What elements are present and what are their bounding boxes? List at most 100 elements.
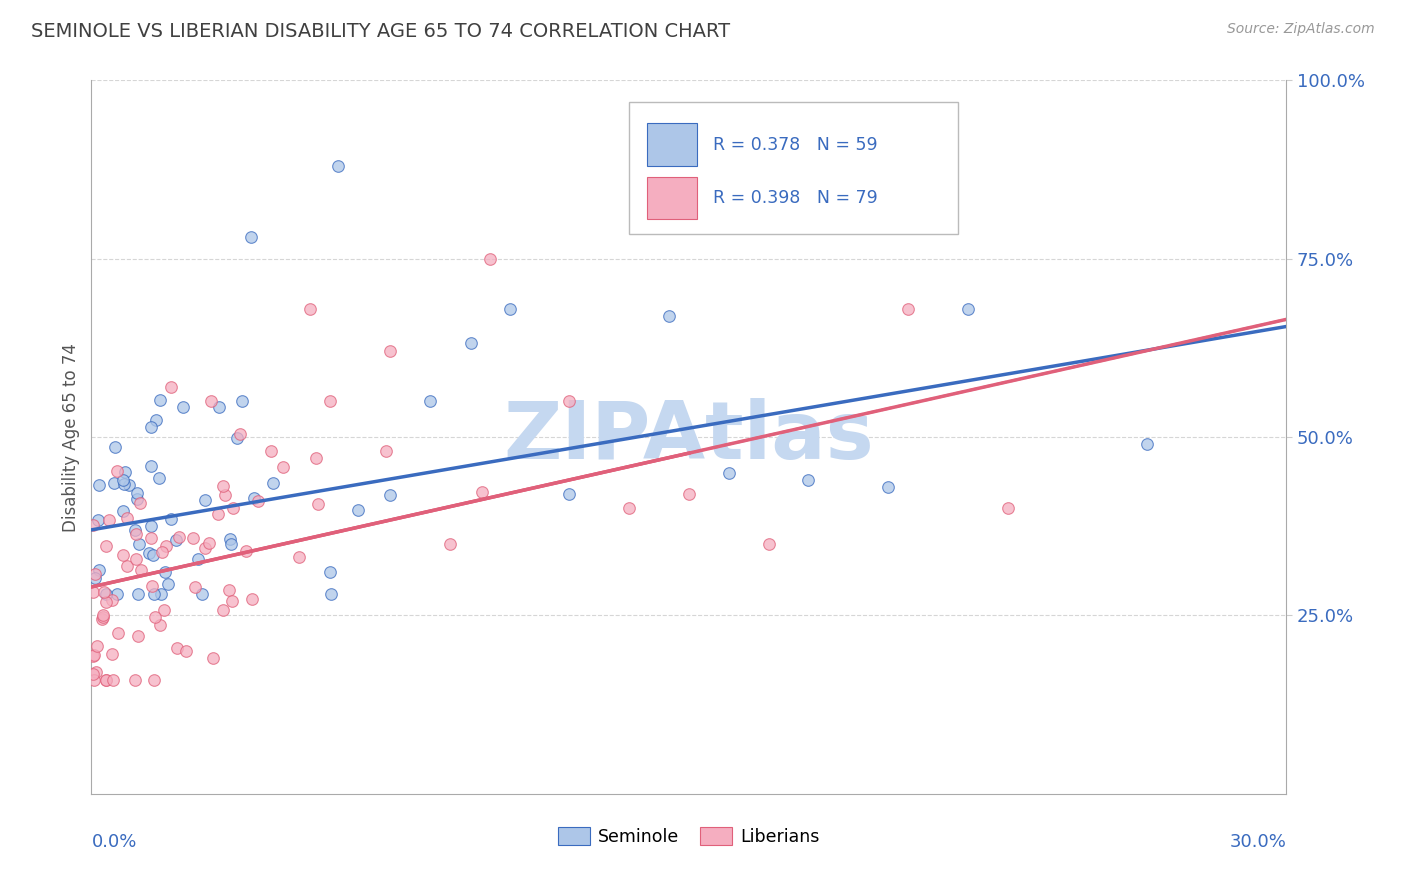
Point	[91, 610, 114, 624]
Point	[239, 230, 262, 244]
Point	[307, 497, 329, 511]
Point	[229, 427, 252, 442]
Point	[112, 548, 135, 562]
Point	[378, 488, 401, 502]
Point	[218, 582, 240, 597]
Point	[176, 644, 198, 658]
Point	[91, 611, 114, 625]
Point	[115, 510, 138, 524]
Point	[262, 475, 284, 490]
Point	[143, 587, 166, 601]
Point	[94, 673, 117, 687]
Point	[259, 444, 281, 458]
Point	[82, 517, 104, 532]
Text: 30.0%: 30.0%	[1230, 833, 1286, 851]
FancyBboxPatch shape	[630, 102, 957, 234]
Point	[84, 665, 107, 679]
Point	[141, 579, 163, 593]
Point	[142, 673, 165, 687]
Point	[439, 537, 461, 551]
Point	[127, 485, 149, 500]
Point	[478, 252, 501, 266]
Point	[194, 492, 217, 507]
Point	[319, 587, 342, 601]
Point	[200, 394, 222, 409]
Point	[100, 593, 122, 607]
Point	[139, 531, 162, 545]
Point	[118, 477, 141, 491]
Point	[211, 603, 233, 617]
Point	[619, 501, 641, 516]
Point	[124, 673, 146, 687]
Point	[214, 488, 236, 502]
Point	[190, 587, 212, 601]
Point	[419, 394, 441, 409]
Point	[145, 413, 167, 427]
Point	[328, 159, 350, 173]
Point	[658, 309, 681, 323]
Point	[240, 592, 263, 607]
Point	[115, 559, 138, 574]
Point	[141, 519, 163, 533]
Point	[86, 639, 108, 653]
Point	[125, 551, 148, 566]
Point	[112, 473, 135, 487]
Point	[235, 544, 257, 558]
Point	[498, 301, 520, 316]
Point	[198, 536, 221, 550]
Point	[141, 420, 163, 434]
Point	[148, 471, 170, 485]
Point	[378, 344, 402, 359]
Point	[96, 595, 118, 609]
Point	[155, 539, 177, 553]
Point	[87, 513, 110, 527]
Point	[94, 587, 117, 601]
Point	[112, 476, 135, 491]
Point	[897, 301, 920, 316]
Point	[84, 566, 107, 581]
Point	[877, 480, 900, 494]
Point	[208, 401, 231, 415]
Point	[127, 587, 149, 601]
Point	[124, 523, 146, 537]
Point	[558, 394, 581, 409]
Point	[374, 443, 396, 458]
Point	[231, 393, 253, 408]
Point	[558, 487, 581, 501]
Point	[129, 496, 152, 510]
Point	[114, 465, 136, 479]
Point	[678, 487, 700, 501]
Point	[758, 537, 780, 551]
Point	[219, 537, 242, 551]
Point	[101, 648, 124, 662]
Point	[211, 479, 233, 493]
Point	[157, 577, 180, 591]
Point	[997, 501, 1019, 516]
Point	[107, 626, 129, 640]
Point	[142, 548, 165, 562]
Point	[83, 648, 105, 662]
Point	[221, 594, 243, 608]
Point	[797, 473, 820, 487]
Point	[181, 531, 204, 545]
Point	[104, 440, 127, 454]
Point	[201, 651, 224, 665]
Point	[207, 507, 229, 521]
Point	[82, 648, 104, 663]
Point	[1136, 437, 1159, 451]
Point	[159, 512, 181, 526]
Point	[111, 504, 134, 518]
Point	[299, 301, 322, 316]
Point	[125, 527, 148, 541]
Point	[149, 392, 172, 407]
Point	[194, 541, 217, 555]
Legend: Seminole, Liberians: Seminole, Liberians	[551, 821, 827, 853]
Point	[107, 587, 129, 601]
Point	[84, 571, 107, 585]
Point	[87, 477, 110, 491]
Point	[82, 585, 104, 599]
Point	[152, 545, 174, 559]
Point	[91, 608, 114, 623]
Point	[148, 617, 170, 632]
Text: SEMINOLE VS LIBERIAN DISABILITY AGE 65 TO 74 CORRELATION CHART: SEMINOLE VS LIBERIAN DISABILITY AGE 65 T…	[31, 22, 730, 41]
